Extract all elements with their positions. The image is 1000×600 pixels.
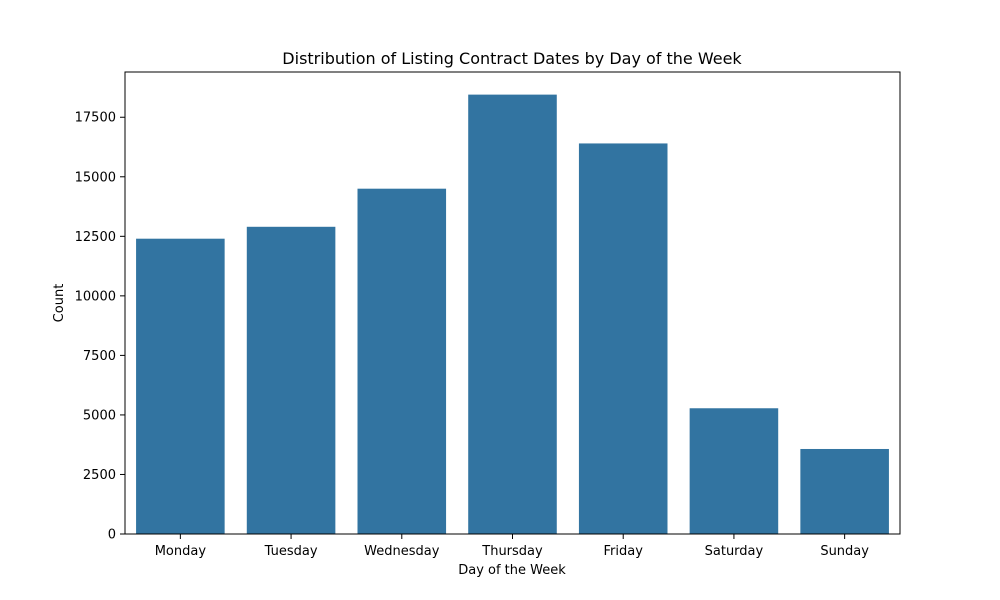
bar-sunday (800, 448, 889, 534)
x-tick-label: Tuesday (264, 544, 318, 559)
bar-friday (578, 143, 668, 534)
x-tick-label: Saturday (705, 544, 764, 559)
y-tick-label: 10000 (75, 289, 116, 304)
chart-title: Distribution of Listing Contract Dates b… (282, 49, 742, 68)
bar-tuesday (246, 226, 336, 535)
bar-thursday (468, 94, 557, 535)
y-tick-label: 17500 (75, 111, 116, 126)
x-axis-label: Day of the Week (458, 563, 566, 578)
plot-area-frame (124, 71, 901, 535)
y-tick-label: 5000 (83, 408, 116, 423)
bar-saturday (689, 408, 779, 534)
bar-monday (136, 238, 225, 534)
y-tick-label: 7500 (83, 349, 116, 364)
y-axis-label: Count (52, 284, 67, 323)
y-tick-label: 12500 (75, 230, 116, 245)
x-tick-label: Thursday (481, 544, 543, 559)
y-tick-label: 2500 (83, 468, 116, 483)
x-axis-ticks: Monday Tuesday Wednesday Thursday Friday Satu… (155, 534, 869, 559)
bar-wednesday (357, 188, 447, 534)
x-tick-label: Friday (604, 544, 644, 559)
x-tick-label: Monday (155, 544, 207, 559)
x-tick-label: Wednesday (364, 544, 440, 559)
bars-group (136, 94, 889, 535)
y-tick-label: 15000 (75, 170, 116, 185)
y-axis-ticks: 0 2500 5000 7500 10000 12500 15000 17500 (75, 111, 125, 543)
y-tick-label: 0 (108, 528, 116, 543)
x-tick-label: Sunday (820, 544, 869, 559)
